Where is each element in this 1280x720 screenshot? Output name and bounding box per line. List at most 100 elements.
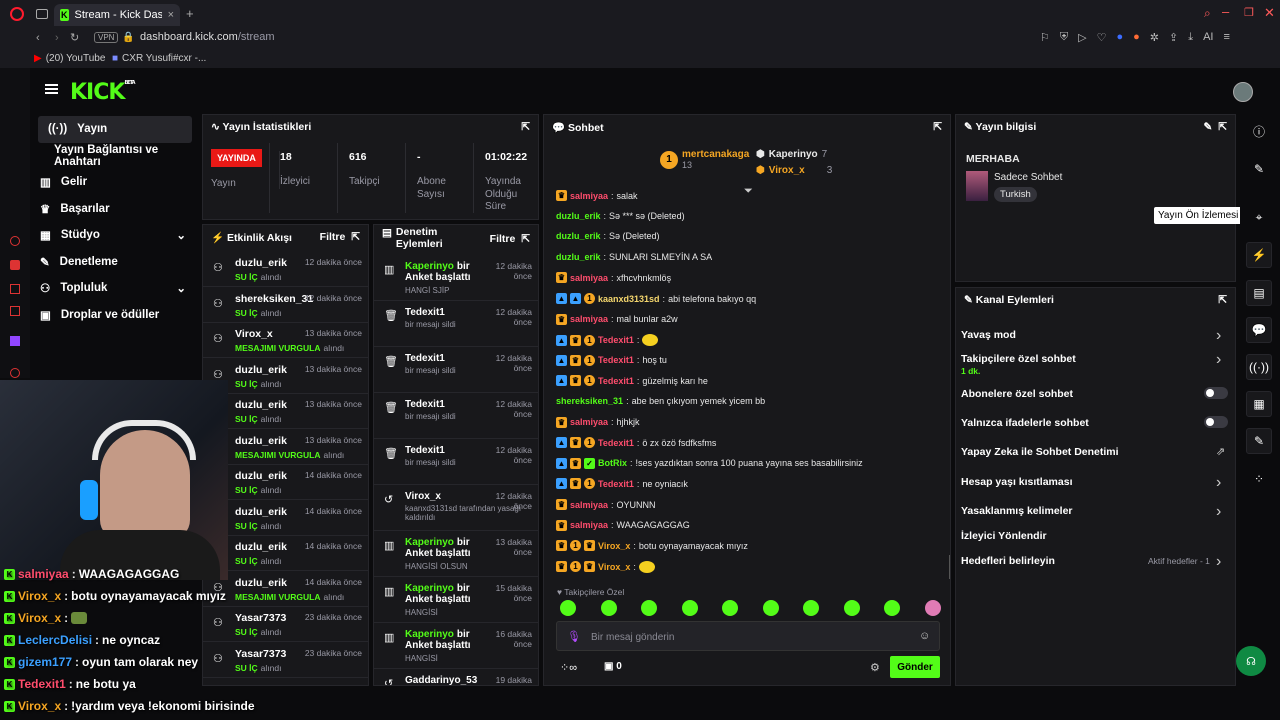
chat-username[interactable]: salmiyaa	[570, 314, 609, 325]
nav-item-gelir[interactable]: ▥ Gelir	[30, 169, 200, 196]
extension-blue-icon[interactable]: ●	[1116, 31, 1124, 43]
emote-icon[interactable]	[924, 600, 941, 616]
chat-username[interactable]: duzlu_erik	[556, 231, 601, 242]
tab-kick-dashboard[interactable]: K Stream - Kick Dashboard ×	[54, 4, 180, 26]
info-icon[interactable]: ⓘ	[1252, 124, 1265, 139]
chat-username[interactable]: salmiyaa	[570, 417, 609, 428]
chat-username[interactable]: kaanxd3131sd	[598, 293, 660, 304]
activity-item[interactable]: ⚇ duzlu_erik SU İÇ alındı 12 dakika önce	[203, 253, 368, 287]
moderation-item[interactable]: ▥ Kaperinyo bir Anket başlattı HANGİSİ OLSU…	[374, 533, 538, 577]
chat-message[interactable]: ♛ salmiyaa: xfhcvhnkmlöş	[556, 272, 671, 284]
hamburger-icon[interactable]	[45, 84, 58, 94]
chat-message[interactable]: ♛ 1 ♛ Virox_x:	[556, 560, 655, 573]
pin-icon[interactable]: ⏷	[744, 185, 753, 197]
leaderboard-first[interactable]: 1 mertcanakaga 13	[660, 149, 749, 170]
puzzle-icon[interactable]: ✲	[1149, 32, 1159, 44]
points-icon[interactable]: ⁘∞	[560, 662, 578, 674]
popout-icon[interactable]: ⇱	[1218, 121, 1227, 133]
nav-item-basarilar[interactable]: ♛ Başarılar	[30, 196, 200, 223]
chat-username[interactable]: duzlu_erik	[556, 251, 601, 262]
chat-message[interactable]: ♛ salmiyaa: WAAGAGAGGAG	[556, 519, 690, 531]
search-icon[interactable]: ⌕	[1204, 6, 1211, 20]
ai-icon[interactable]: AI	[1203, 31, 1214, 43]
opera-logo-icon[interactable]	[10, 7, 24, 21]
chat-message[interactable]: duzlu_erik: Sə *** sə (Deleted)	[556, 211, 685, 221]
moderation-item[interactable]: ↺Gaddarinyo_53kaanxd3131sd tarafından ya…	[374, 671, 538, 685]
activity-item[interactable]: ⚇ Yasar7373 SU İÇ alındı 23 dakika önce	[203, 644, 368, 678]
bookmark-icon[interactable]: ⚐	[1040, 32, 1050, 44]
chevron-right-icon[interactable]: ›	[1216, 327, 1222, 344]
kick-logo[interactable]: KICKBETA	[70, 80, 136, 105]
download-icon[interactable]: ⤓	[1188, 31, 1194, 43]
external-link-icon[interactable]: ⇗	[1216, 446, 1226, 458]
sidebar-messenger-icon[interactable]	[10, 284, 20, 294]
emote-icon[interactable]	[681, 600, 698, 616]
chat-username[interactable]: duzlu_erik	[556, 210, 601, 221]
emote-icon[interactable]	[803, 600, 819, 616]
shield-icon[interactable]: ⛨	[1059, 31, 1069, 43]
list-icon[interactable]: ▤	[1246, 280, 1272, 306]
reload-icon[interactable]: ↻	[70, 32, 80, 44]
nav-item-topluluk[interactable]: ⚇ Topluluk ⌄	[30, 275, 200, 302]
new-tab-icon[interactable]: +	[186, 6, 194, 21]
moderation-item[interactable]: ▥ Kaperinyo bir Anket başlattı HANGİSİ 16 da…	[374, 625, 538, 669]
chat-username[interactable]: shereksiken_31	[556, 396, 624, 406]
chat-message[interactable]: ▲ ▲ 1 kaanxd3131sd: abi telefona bakıyo qq	[556, 293, 756, 304]
support-headset-icon[interactable]: ☊	[1236, 646, 1266, 676]
send-button[interactable]: Gönder	[890, 656, 940, 678]
chat-username[interactable]: Virox_x	[598, 540, 631, 551]
popout-icon[interactable]: ⇱	[1218, 294, 1227, 306]
broadcast-icon[interactable]: ((·))	[1246, 354, 1272, 380]
moderation-item[interactable]: ▥ Kaperinyo bir Anket başlattı HANGİ SJİP 12…	[374, 257, 538, 301]
chat-message[interactable]: ▲ ♛ ✓ BotRix: !ses yazdıktan sonra 100 puana…	[556, 457, 863, 469]
nav-item-stream-key[interactable]: Yayın Bağlantısı ve Anahtarı	[30, 143, 200, 170]
chat-message[interactable]: ♛ salmiyaa: mal bunlar a2w	[556, 313, 678, 325]
chat-username[interactable]: salmiyaa	[570, 190, 609, 201]
chevron-right-icon[interactable]: ›	[1216, 351, 1222, 368]
leaderboard-second[interactable]: ⬢ Kaperinyo 7	[756, 149, 827, 160]
back-icon[interactable]: ‹	[36, 32, 40, 44]
bookmark-cxr[interactable]: ■ CXR Yusufi#cxr -...	[112, 53, 206, 64]
chat-username[interactable]: salmiyaa	[570, 272, 609, 283]
channel-action-label[interactable]: Yasaklanmış kelimeler	[961, 505, 1073, 517]
chat-icon[interactable]: 💬	[1246, 317, 1272, 343]
edit-icon[interactable]: ✎	[1203, 121, 1213, 133]
play-icon[interactable]: ▷	[1078, 32, 1087, 44]
category-name[interactable]: Sadece Sohbet	[994, 172, 1063, 183]
sidebar-player-icon[interactable]	[10, 368, 20, 378]
chat-username[interactable]: Tedexit1	[598, 478, 634, 489]
chat-username[interactable]: Tedexit1	[598, 335, 634, 346]
activity-item[interactable]: ⚇ Yasar7373 SU İÇ alındı 23 dakika önce	[203, 608, 368, 642]
maximize-icon[interactable]: ❐	[1244, 7, 1254, 19]
chevron-right-icon[interactable]: ›	[1216, 474, 1222, 491]
filter-button[interactable]: Filtre	[319, 231, 346, 243]
chat-message[interactable]: ▲ ♛ 1 Tedexit1: ö zx özö fsdfksfms	[556, 437, 716, 449]
emote-icon[interactable]	[762, 600, 779, 616]
chat-message[interactable]: ▲ ♛ 1 Tedexit1: ne oyniacık	[556, 478, 688, 490]
chat-message[interactable]: ▲ ♛ 1 Tedexit1:	[556, 334, 659, 347]
tab-overview-icon[interactable]	[36, 9, 48, 19]
emoji-icon[interactable]: ☺	[919, 630, 931, 642]
chat-message[interactable]: duzlu_erik: Sə (Deleted)	[556, 231, 660, 241]
sidebar-bag-icon[interactable]	[10, 260, 20, 270]
moderation-item[interactable]: 🗑 Tedexit1 bir mesajı sildi 12 dakika önce	[374, 303, 538, 347]
chat-message[interactable]: ♛ 1 ♛ Virox_x: botu oynayamayacak mıyız	[556, 540, 748, 552]
channel-action-label[interactable]: Yalnızca ifadelerle sohbet	[961, 417, 1089, 429]
moderation-item[interactable]: 🗑 Tedexit1 bir mesajı sildi 12 dakika önce	[374, 441, 538, 485]
channel-action-label[interactable]: Hedefleri belirleyin	[961, 555, 1055, 567]
chat-message[interactable]: ♛ salmiyaa: salak	[556, 190, 638, 201]
url-field[interactable]: dashboard.kick.com/stream	[140, 31, 275, 43]
minimize-icon[interactable]: –	[1222, 4, 1230, 19]
sidebar-twitch-icon[interactable]	[10, 336, 20, 346]
extension-red-icon[interactable]: ●	[1133, 31, 1140, 43]
popout-icon[interactable]: ⇱	[933, 121, 942, 133]
channel-action-label[interactable]: Yapay Zeka ile Sohbet Denetimi	[961, 446, 1119, 458]
menu-icon[interactable]: ≡	[1223, 31, 1230, 43]
chat-message[interactable]: ▲ ♛ 1 Tedexit1: hoş tu	[556, 354, 667, 366]
channel-action-label[interactable]: Hesap yaşı kısıtlaması	[961, 476, 1073, 488]
emote-icon[interactable]	[884, 600, 900, 616]
chat-message[interactable]: shereksiken_31: abe ben çıkıyom yemek yic…	[556, 396, 765, 406]
chat-username[interactable]: Tedexit1	[598, 355, 634, 366]
channel-action-label[interactable]: Yavaş mod	[961, 329, 1016, 341]
chevron-right-icon[interactable]: ›	[1216, 553, 1222, 570]
